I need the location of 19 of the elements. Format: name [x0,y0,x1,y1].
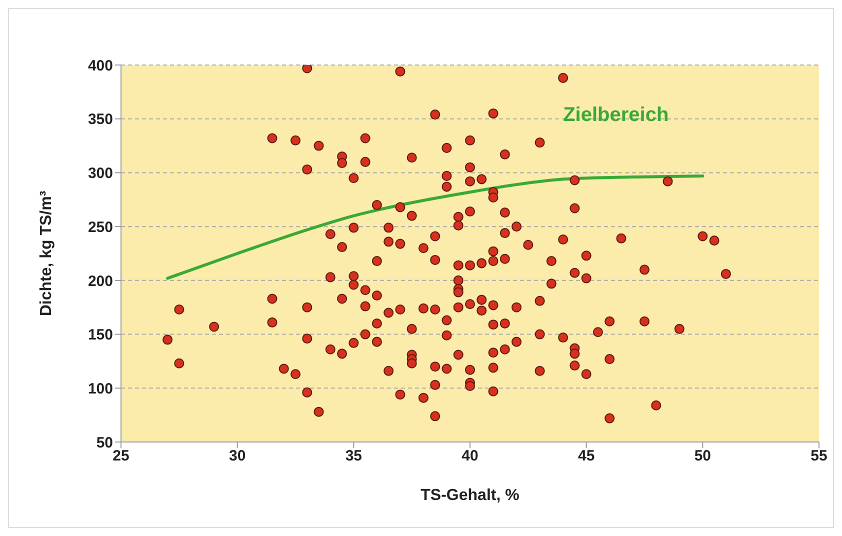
y-tick-label: 50 [96,434,113,452]
y-tick-label: 100 [88,380,113,398]
x-tick-label: 30 [228,448,246,465]
x-axis-title: TS-Gehalt, % [420,487,520,504]
y-tick-label: 200 [88,272,113,290]
y-tick-label: 300 [88,165,113,182]
y-tick-label: 350 [88,111,113,128]
x-tick-label: 45 [578,448,595,465]
x-tick-label: 35 [345,448,362,465]
line-series [166,174,704,280]
y-axis-title: Dichte, kg TS/m³ [38,190,55,316]
x-tick-label: 50 [694,448,712,465]
x-tick-label: 25 [112,448,130,465]
y-tick-label: 150 [88,326,113,344]
text: Zielbereich [563,104,669,126]
y-tick-label: 400 [88,57,113,74]
x-tick-label: 55 [810,448,828,465]
x-tick-label: 40 [462,448,478,465]
y-tick-label: 250 [88,218,113,236]
